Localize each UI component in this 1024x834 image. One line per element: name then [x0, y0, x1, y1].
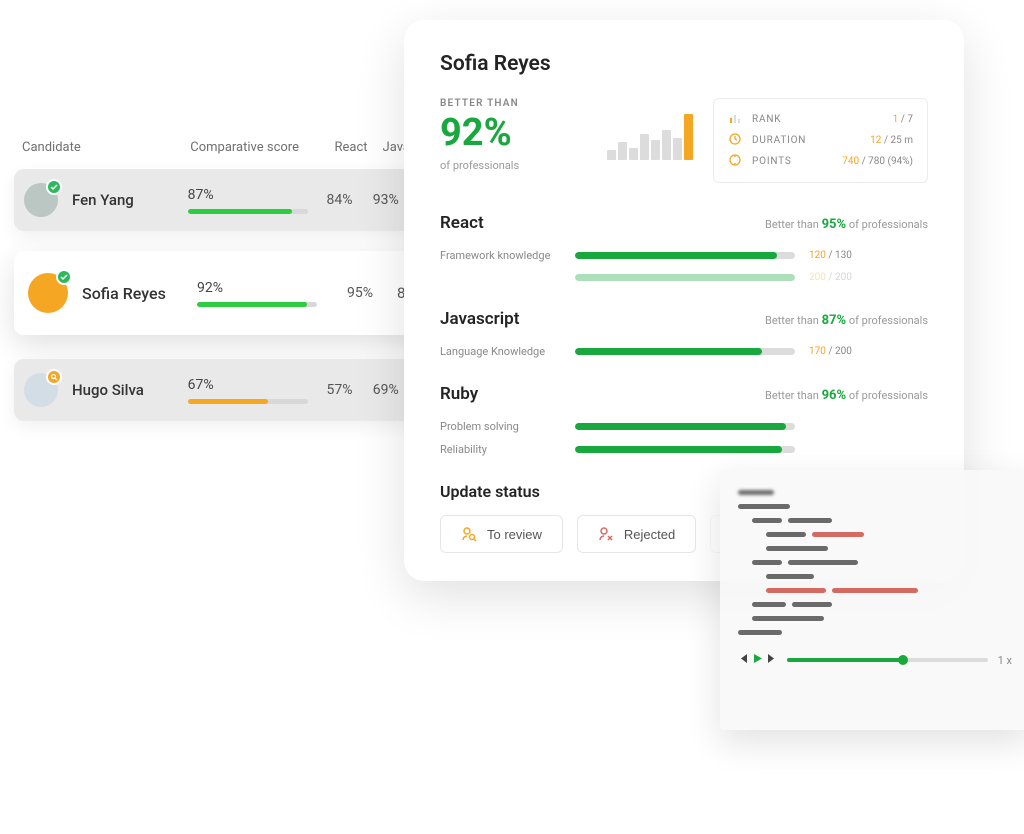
skill-section: Ruby Better than 96% of professionals Prob… — [440, 384, 928, 456]
candidate-row[interactable]: Fen Yang87%84%93% — [14, 169, 429, 231]
code-line — [738, 630, 1012, 635]
skill-score: 120 / 130 — [809, 250, 852, 261]
better-than-block: BETTER THAN 92% of professionals — [440, 98, 587, 172]
candidate-name: Fen Yang — [72, 191, 188, 209]
distribution-bar — [684, 114, 693, 160]
code-line — [738, 560, 1012, 565]
clock-icon — [728, 133, 742, 148]
table-header: Candidate Comparative score React Javas — [14, 140, 429, 169]
skill-row-label: Framework knowledge — [440, 249, 575, 262]
play-icon[interactable] — [752, 653, 763, 667]
distribution-bar — [607, 150, 616, 160]
distribution-bar — [673, 138, 682, 160]
target-icon — [728, 154, 742, 169]
skill-score: 200 / 200 — [809, 272, 852, 283]
to-review-button[interactable]: To review — [440, 515, 563, 553]
stat-duration: DURATION 12 / 25 m — [728, 130, 913, 151]
avatar — [24, 373, 58, 407]
score-cell: 67% — [188, 377, 327, 404]
detail-name: Sofia Reyes — [440, 52, 928, 76]
prev-icon[interactable] — [738, 653, 749, 667]
playback-timeline[interactable] — [787, 658, 988, 662]
check-badge-icon — [56, 269, 72, 285]
distribution-bar — [651, 140, 660, 160]
candidate-row[interactable]: Hugo Silva67%57%69% — [14, 359, 429, 421]
skill-title: Javascript — [440, 309, 519, 329]
skill-row: Language Knowledge 170 / 200 — [440, 345, 928, 358]
stat-points: POINTS 740 / 780 (94%) — [728, 151, 913, 172]
avatar — [24, 183, 58, 217]
avatar — [28, 273, 68, 313]
react-pct: 95% — [347, 285, 397, 301]
check-badge-icon — [46, 179, 62, 195]
search-badge-icon — [46, 369, 62, 385]
distribution-bar — [629, 148, 638, 160]
skill-section: Javascript Better than 87% of professiona… — [440, 309, 928, 358]
better-label: BETTER THAN — [440, 98, 587, 109]
code-line — [738, 490, 1012, 495]
code-line — [738, 518, 1012, 523]
code-line — [738, 616, 1012, 621]
candidate-name: Sofia Reyes — [82, 284, 197, 303]
col-react: React — [334, 140, 382, 155]
rejected-button[interactable]: Rejected — [577, 515, 696, 553]
skill-score: 170 / 200 — [809, 346, 852, 357]
skill-row: Reliability — [440, 443, 928, 456]
stats-box: RANK 1 / 7 DURATION 12 / 25 m POINTS 740… — [713, 98, 928, 183]
code-line — [738, 602, 1012, 607]
code-line — [738, 546, 1012, 551]
col-candidate: Candidate — [22, 140, 190, 155]
skill-row-label: Reliability — [440, 443, 575, 456]
skill-title: React — [440, 213, 484, 233]
distribution-bar — [640, 134, 649, 160]
stat-rank: RANK 1 / 7 — [728, 109, 913, 130]
rejected-icon — [598, 526, 614, 542]
skill-section: React Better than 95% of professionals Fra… — [440, 213, 928, 283]
skill-row-label: Problem solving — [440, 420, 575, 433]
better-pct: 92% — [440, 113, 587, 155]
skill-row: 200 / 200 — [440, 272, 928, 283]
next-icon[interactable] — [766, 653, 777, 667]
distribution-chart — [607, 112, 693, 160]
playback-speed[interactable]: 1 x — [998, 654, 1012, 667]
playback-controls: 1 x — [738, 653, 1012, 667]
review-icon — [461, 526, 477, 542]
candidate-name: Hugo Silva — [72, 381, 188, 399]
distribution-bar — [662, 130, 671, 160]
code-line — [738, 588, 1012, 593]
distribution-bar — [618, 142, 627, 160]
col-score: Comparative score — [190, 140, 334, 155]
skill-row-label: Language Knowledge — [440, 345, 575, 358]
score-cell: 92% — [197, 280, 347, 307]
skill-row: Framework knowledge 120 / 130 — [440, 249, 928, 262]
candidate-table: Candidate Comparative score React Javas … — [14, 140, 429, 441]
code-line — [738, 504, 1012, 509]
score-cell: 87% — [188, 187, 327, 214]
code-line — [738, 574, 1012, 579]
rank-icon — [728, 112, 742, 127]
react-pct: 57% — [326, 382, 372, 398]
skill-better-than: Better than 87% of professionals — [765, 313, 928, 328]
skill-better-than: Better than 96% of professionals — [765, 388, 928, 403]
of-professionals: of professionals — [440, 159, 587, 172]
code-line — [738, 532, 1012, 537]
skill-title: Ruby — [440, 384, 478, 404]
skill-better-than: Better than 95% of professionals — [765, 217, 928, 232]
skill-row: Problem solving — [440, 420, 928, 433]
code-playback-overlay: 1 x — [720, 470, 1024, 730]
react-pct: 84% — [326, 192, 372, 208]
